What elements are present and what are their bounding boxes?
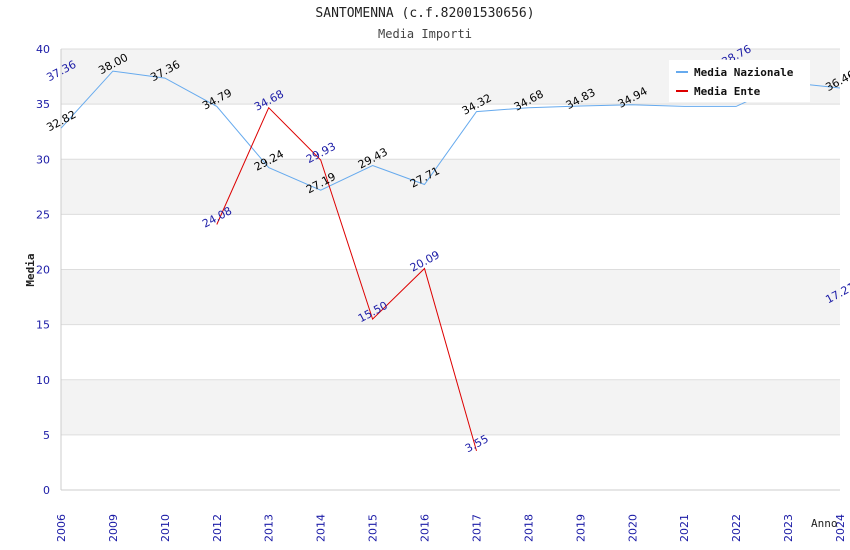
x-tick-label: 2016: [419, 514, 432, 542]
x-tick-label: 2023: [782, 514, 795, 542]
x-tick-label: 2018: [522, 514, 535, 542]
x-tick-label: 2022: [730, 514, 743, 542]
x-tick-label: 2010: [159, 514, 172, 542]
x-tick-label: 2020: [626, 514, 639, 542]
x-tick-label: 2013: [263, 514, 276, 542]
legend-label: Media Nazionale: [694, 66, 794, 79]
x-tick-label: 2017: [470, 514, 483, 542]
x-tick-label: 2024: [834, 514, 847, 542]
plot-band: [61, 269, 840, 325]
y-axis-title: Media: [24, 253, 37, 286]
chart-title: SANTOMENNA (c.f.82001530656): [315, 6, 535, 21]
y-tick-label: 0: [43, 484, 50, 497]
legend-label: Media Ente: [694, 85, 761, 98]
plot-band: [61, 434, 840, 490]
y-axis-ticks: 0 5 10 15 20 25 30 35 40: [36, 43, 50, 497]
x-tick-label: 2019: [574, 514, 587, 542]
legend: Media Nazionale Media Ente: [669, 60, 810, 102]
x-tick-label: 2009: [107, 514, 120, 542]
y-tick-label: 15: [36, 319, 50, 332]
chart-subtitle: Media Importi: [378, 27, 472, 41]
plot-band: [61, 379, 840, 435]
series-line-media-nazionale: [60, 70, 841, 191]
series-line-media-ente: [216, 106, 477, 452]
legend-box: [669, 60, 810, 102]
plot-band: [61, 159, 840, 215]
x-tick-label: 2012: [211, 514, 224, 542]
y-tick-label: 30: [36, 153, 50, 166]
plot-band: [61, 104, 840, 160]
y-tick-label: 5: [43, 429, 50, 442]
x-tick-label: 2015: [367, 514, 380, 542]
plot-bands: [60, 48, 840, 491]
y-tick-label: 25: [36, 208, 50, 221]
y-tick-label: 20: [36, 264, 50, 277]
x-axis-ticks: 2006 2009 2010 2012 2013 2014 2015 2016 2017 2018…: [55, 514, 847, 542]
plot-band: [61, 324, 840, 380]
y-tick-label: 40: [36, 43, 50, 56]
y-tick-label: 35: [36, 98, 50, 111]
x-tick-label: 2021: [678, 514, 691, 542]
series-lines: [60, 70, 841, 452]
plot-band: [61, 214, 840, 270]
x-tick-label: 2014: [315, 514, 328, 542]
y-tick-label: 10: [36, 374, 50, 387]
x-axis-title: Anno: [811, 517, 838, 530]
x-tick-label: 2006: [55, 514, 68, 542]
